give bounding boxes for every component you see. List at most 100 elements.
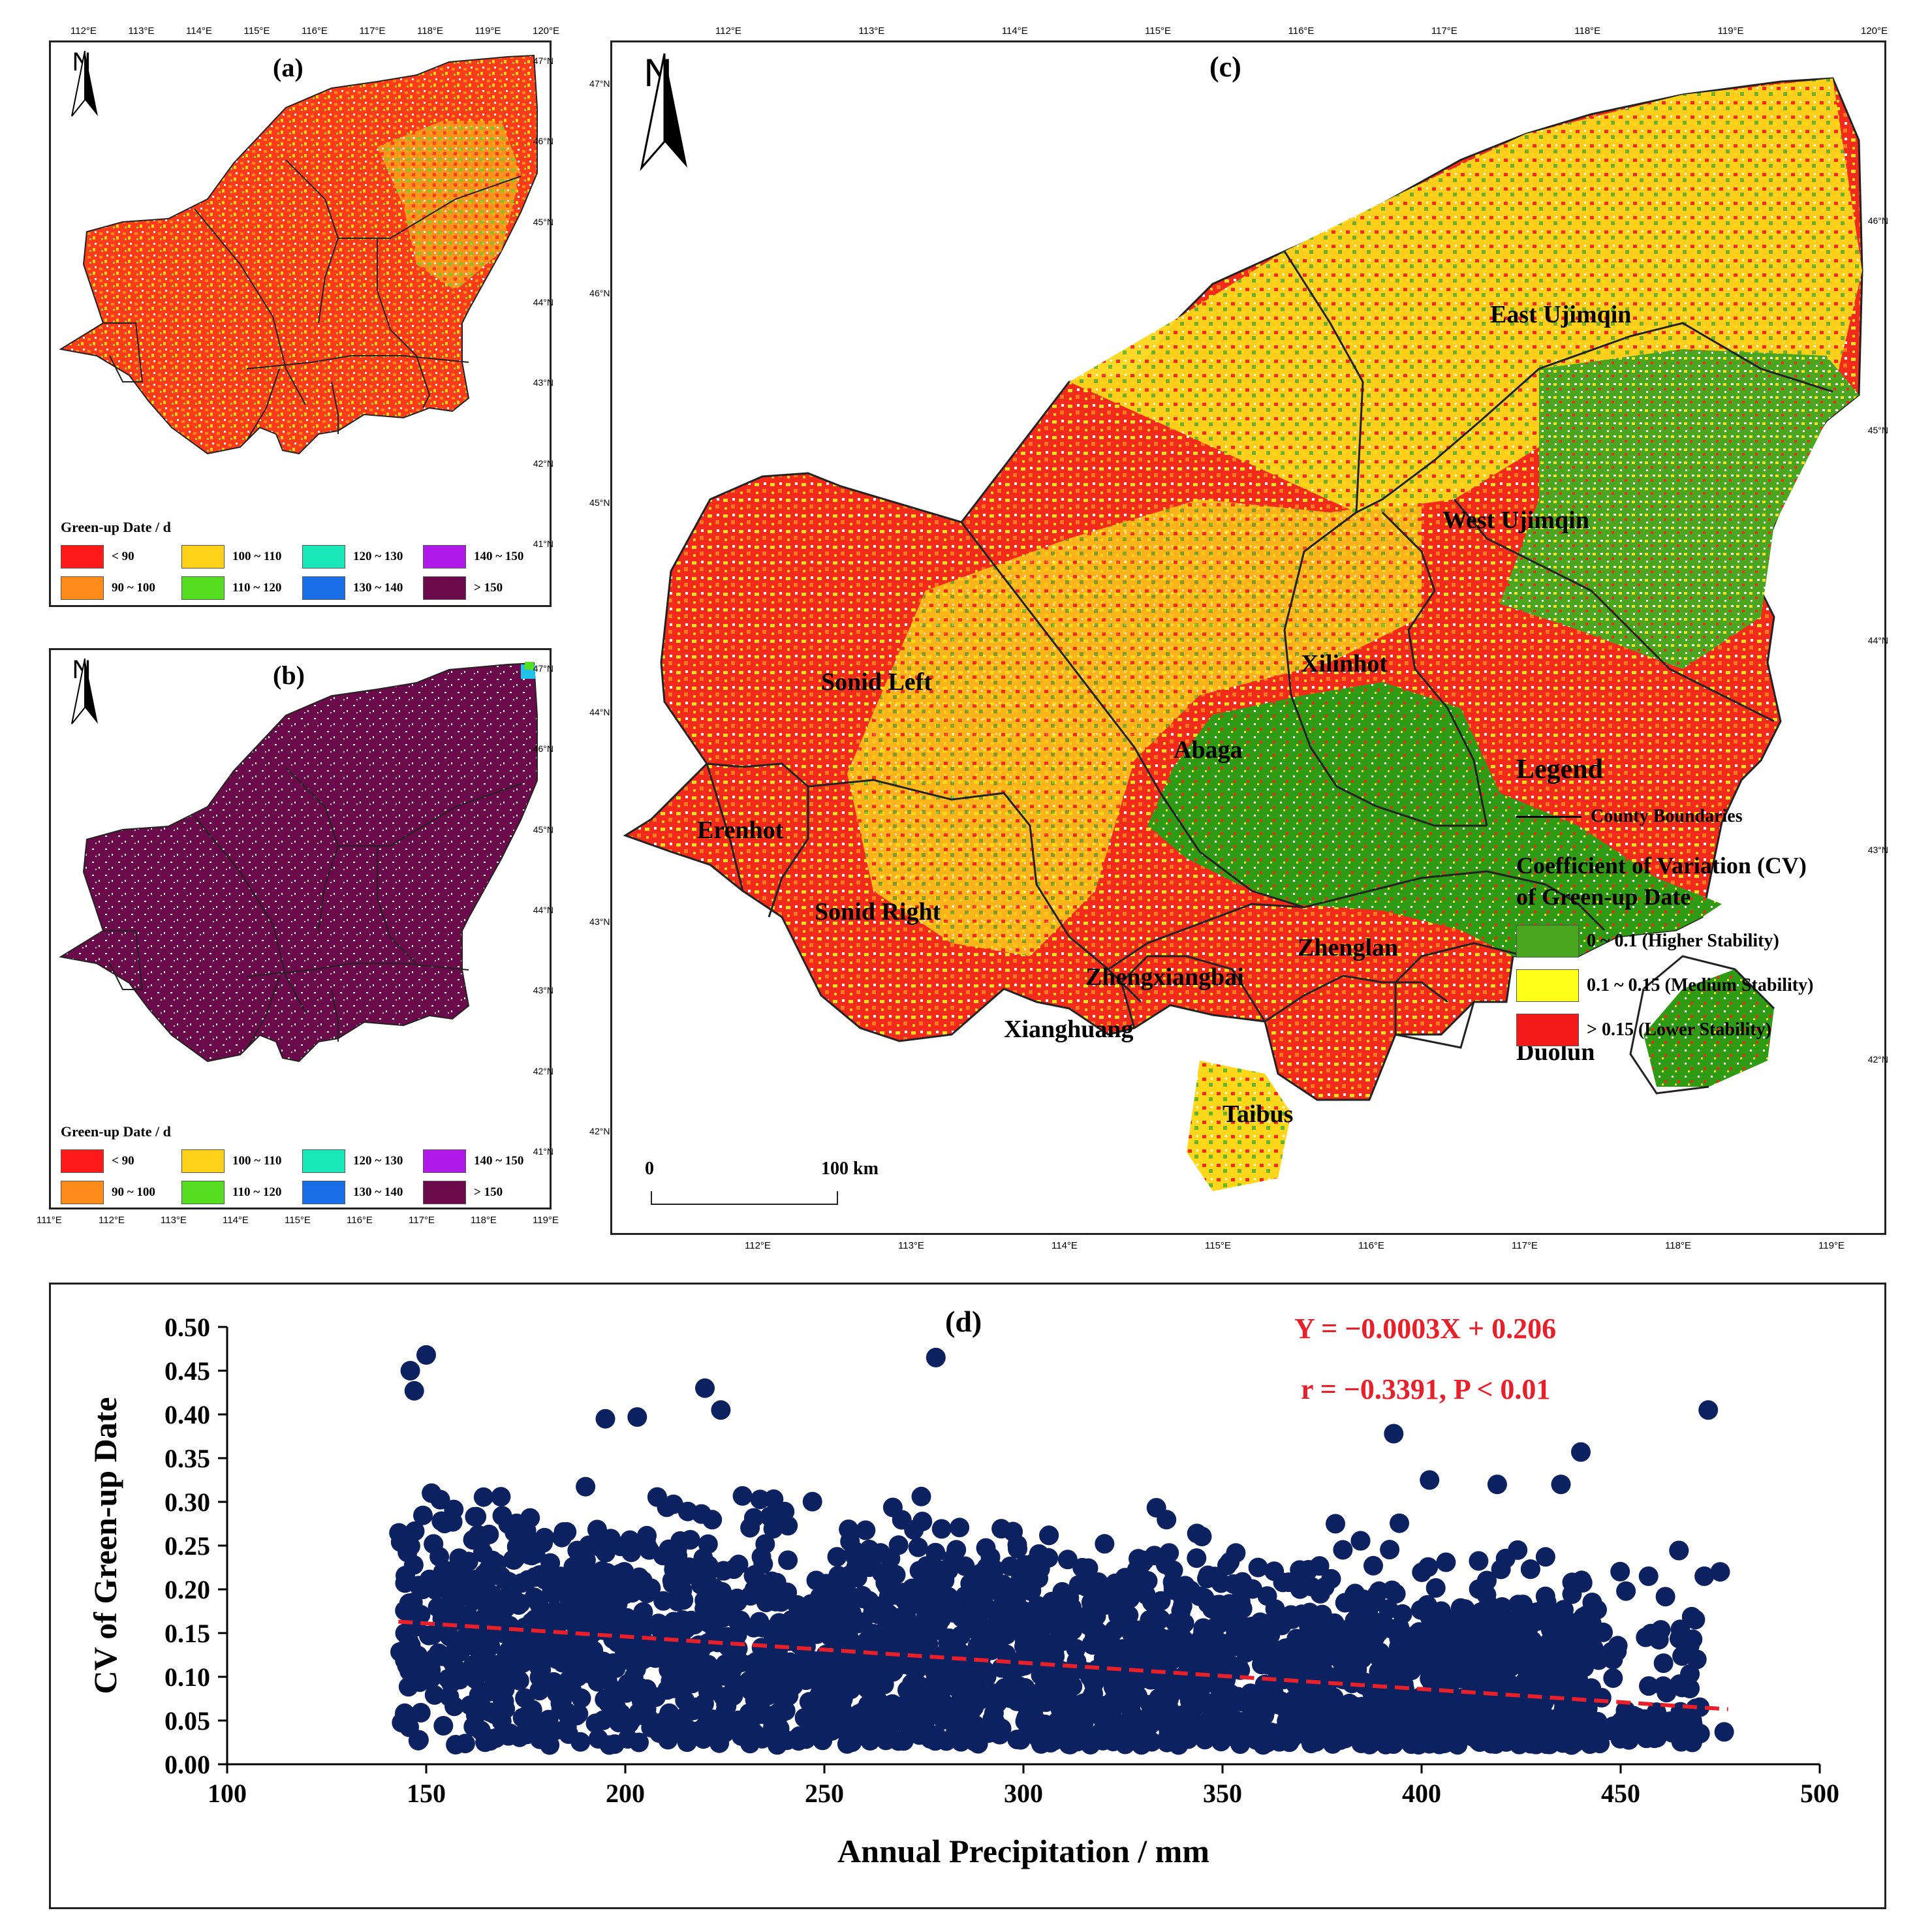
cv-legend-item: > 0.15 (Lower Stability) [1516,1014,1771,1046]
scatter-point [1031,1734,1051,1754]
county-label: Sonid Left [821,668,932,696]
scatter-point [846,1557,866,1578]
scatter-point [1444,1692,1465,1713]
scatter-point [1192,1527,1212,1546]
scatter-point [1377,1658,1397,1678]
scatter-point [1252,1655,1271,1675]
scatter-point [1159,1543,1179,1563]
legend-swatch [61,1181,104,1204]
scatter-point [1638,1566,1659,1586]
scatter-point [908,1537,928,1557]
coordinate-tick-label: 44°N [1867,634,1888,646]
coordinate-tick-label: 118°E [417,25,443,37]
coordinate-tick-label: 113°E [898,1240,924,1251]
scatter-point [808,1619,828,1640]
scatter-point [693,1729,713,1749]
x-axis-label: Annual Precipitation / mm [837,1833,1209,1869]
coordinate-tick-label: 119°E [475,25,501,37]
scatter-point [1426,1666,1446,1687]
scatter-point [839,1592,860,1612]
scatter-point [1252,1717,1272,1737]
scatter-point [478,1681,499,1702]
scatter-point [567,1540,587,1561]
coordinate-tick-label: 114°E [1001,25,1028,37]
legend-item-label: 120 ~ 130 [353,1154,403,1168]
scatter-point [471,1721,491,1741]
scatter-point [416,1669,436,1689]
scatter-point [668,1546,688,1566]
panel-a-map-svg [59,54,538,455]
scatter-point [1221,1685,1241,1705]
scatter-point [420,1569,439,1589]
x-tick-label: 500 [1800,1779,1839,1808]
scatter-point [1140,1610,1160,1630]
coordinate-tick-label: 119°E [1717,25,1744,37]
scatter-point [446,1735,466,1754]
scatter-point [1611,1719,1630,1739]
legend-item-label: 140 ~ 150 [474,1154,524,1168]
scatter-point [1347,1711,1367,1731]
scatter-point [593,1710,614,1730]
legend-item-label: 100 ~ 110 [232,1154,282,1168]
scatter-point [1562,1572,1582,1593]
scatter-point [1672,1677,1692,1698]
scatter-point [1710,1562,1730,1582]
scatter-point [678,1673,698,1693]
scatter-point [1698,1400,1719,1420]
scatter-point [390,1532,411,1552]
scatter-point [1589,1650,1609,1670]
scatter-point [1646,1702,1666,1722]
scatter-point [1567,1644,1587,1664]
scatter-point [1540,1713,1560,1733]
north-arrow-icon [71,50,98,117]
coordinate-tick-label: 120°E [1861,25,1888,37]
cv-legend-item: 0 ~ 0.1 (Higher Stability) [1516,925,1779,958]
scatter-point [567,1574,587,1595]
coordinate-tick-label: 42°N [533,1065,553,1076]
scatter-point [499,1615,520,1636]
scatter-point [1001,1662,1021,1683]
scatter-point [1294,1667,1315,1687]
legend-item-label: 130 ~ 140 [353,1185,403,1199]
coordinate-tick-label: 116°E [302,25,328,37]
scatter-point [753,1666,773,1686]
y-tick-label: 0.45 [164,1356,210,1386]
coordinate-tick-label: 117°E [1512,1240,1538,1251]
scatter-point [1359,1617,1379,1638]
panel-a-county-boundaries [103,159,522,441]
scatter-point [544,1613,565,1634]
panel-c-west-yellow-zone [847,499,1422,956]
scatter-point [1657,1683,1677,1703]
scatter-point [1119,1572,1139,1592]
scatter-point [1501,1717,1521,1738]
scatter-point [914,1636,934,1656]
coordinate-tick-label: 47°N [533,55,553,66]
scatter-point [1363,1555,1383,1576]
scatter-point [1491,1559,1511,1580]
scatter-point [976,1581,996,1601]
scatter-point [1310,1583,1330,1604]
coordinate-tick-label: 119°E [533,1215,559,1226]
scatter-point [529,1656,549,1676]
panel-c-legend: Legend County Boundaries Coefficient of … [1510,754,1875,1119]
x-tick-label: 350 [1203,1779,1242,1808]
scatter-point [842,1644,862,1664]
scatter-point [827,1547,847,1567]
legend-swatch [1516,969,1579,1002]
greenup-legend-item: 120 ~ 130 [302,1149,403,1173]
scatter-point [449,1548,469,1568]
coordinate-tick-label: 117°E [409,1215,435,1226]
scatter-point [1436,1552,1456,1572]
legend-item-label: 140 ~ 150 [474,550,524,563]
coordinate-tick-label: 46°N [589,288,610,298]
scatter-point [960,1693,980,1713]
scatter-point [1384,1424,1404,1444]
scatter-point [1153,1700,1174,1721]
scatter-point [1428,1613,1448,1634]
scatter-point [831,1690,851,1710]
scatter-point [578,1610,598,1630]
scatter-point [1309,1556,1330,1576]
scatter-point [599,1735,619,1755]
scatter-point [1163,1560,1183,1580]
coordinate-tick-label: 115°E [285,1215,311,1226]
